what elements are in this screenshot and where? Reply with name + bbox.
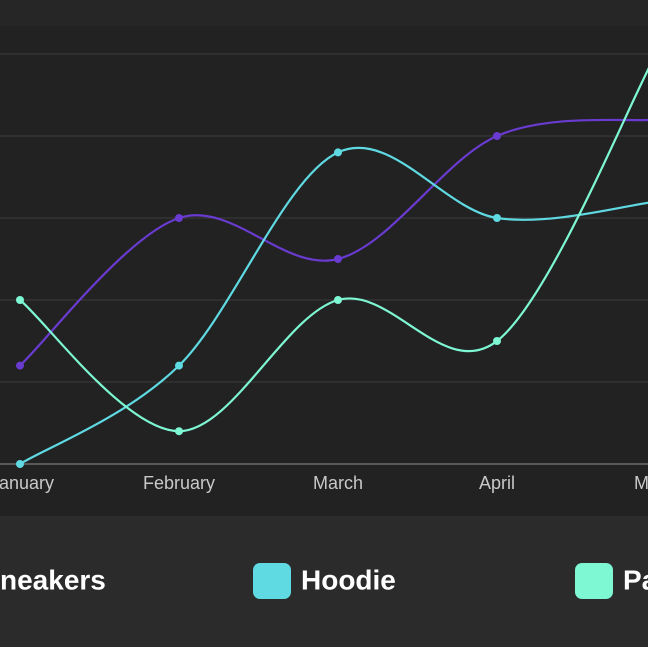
x-tick-label: April (479, 473, 515, 493)
point (334, 255, 342, 263)
point (175, 214, 183, 222)
chart-card (0, 26, 648, 516)
point (16, 361, 24, 370)
line (19, 67, 648, 433)
legend-label: Hoodie (301, 564, 396, 595)
point (334, 296, 342, 304)
point (334, 148, 342, 157)
legend-swatch (575, 563, 613, 599)
x-tick-label: February (143, 473, 215, 493)
x-tick-label: anuary (0, 473, 54, 493)
point (175, 361, 183, 370)
line (19, 146, 648, 465)
legend-label: neakers (0, 564, 106, 595)
x-tick-label: March (313, 473, 363, 493)
point (175, 427, 183, 436)
point (16, 296, 24, 304)
point (16, 460, 24, 468)
x-tick-label: M (634, 473, 648, 493)
top-strip (0, 0, 648, 26)
point (493, 337, 501, 345)
point (493, 132, 501, 140)
legend-swatch (253, 563, 291, 599)
point (493, 214, 501, 222)
legend-label: Pa (623, 564, 648, 595)
